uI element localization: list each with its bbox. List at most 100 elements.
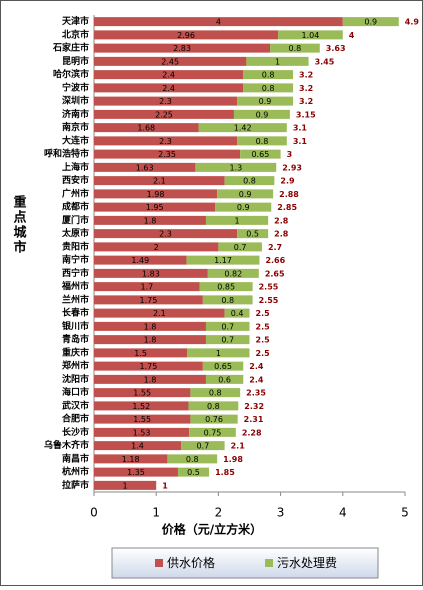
- bar-value-label: 0.7: [196, 442, 209, 451]
- bar-segment: [94, 361, 203, 371]
- bar-value-label: 0.8: [209, 389, 222, 398]
- x-tick-label: 2: [215, 506, 223, 520]
- y-tick-label: 合肥市: [62, 413, 89, 425]
- total-label: 3.2: [299, 71, 313, 80]
- total-label: 2.1: [231, 442, 246, 451]
- bar-value-label: 1.53: [133, 428, 151, 437]
- y-axis-title: 重点城市: [11, 194, 27, 255]
- total-label: 2.55: [259, 283, 279, 292]
- bar-value-label: 2.3: [159, 137, 172, 146]
- y-tick-label: 福州市: [61, 280, 89, 292]
- y-tick-label: 哈尔滨市: [53, 68, 89, 80]
- y-tick-label: 济南市: [62, 108, 89, 120]
- bar-value-label: 0.9: [256, 110, 269, 119]
- total-label: 1: [162, 481, 168, 490]
- bar-segment: [186, 255, 260, 265]
- y-tick-label: 上海市: [62, 161, 89, 173]
- bar-value-label: 1.55: [133, 389, 151, 398]
- bar-value-label: 2.45: [161, 57, 179, 66]
- bar-value-label: 0.9: [364, 18, 377, 27]
- y-tick-label: 沈阳市: [62, 373, 89, 385]
- bar-value-label: 2.96: [177, 31, 195, 40]
- total-label: 1.85: [215, 468, 235, 477]
- bar-segment: [94, 56, 247, 66]
- bar-segment: [94, 480, 157, 490]
- bar-value-label: 0.5: [187, 468, 200, 477]
- bar-value-label: 1.3: [229, 163, 242, 172]
- y-tick-label: 石家庄市: [52, 42, 89, 54]
- bar-segment: [233, 109, 290, 119]
- total-label: 2.35: [246, 389, 266, 398]
- bar-segment: [94, 388, 191, 398]
- y-tick-label: 昆明市: [62, 55, 89, 67]
- bar-value-label: 1.5: [134, 349, 147, 358]
- bar-segment: [237, 136, 287, 146]
- bar-segment: [94, 149, 241, 159]
- total-label: 3.2: [299, 84, 313, 93]
- bar-value-label: 0.8: [207, 402, 220, 411]
- bar-value-label: 1.8: [144, 322, 157, 331]
- bar-segment: [94, 202, 216, 212]
- bar-segment: [205, 335, 250, 345]
- y-tick-label: 海口市: [62, 386, 89, 398]
- bar-value-label: 0.7: [221, 322, 234, 331]
- y-tick-label: 成都市: [62, 201, 89, 213]
- total-label: 3: [287, 150, 293, 159]
- y-tick-label: 大连市: [62, 134, 89, 146]
- bar-value-label: 0.82: [224, 269, 242, 278]
- bar-segment: [243, 70, 294, 80]
- total-label: 2.4: [249, 375, 264, 384]
- bar-segment: [205, 321, 250, 331]
- bar-segment: [270, 43, 320, 53]
- bar-segment: [94, 321, 206, 331]
- y-tick-label: 西宁市: [62, 267, 89, 279]
- total-label: 2.55: [259, 296, 279, 305]
- bar-segment: [188, 401, 239, 411]
- y-tick-label: 杭州市: [62, 466, 89, 478]
- y-tick-label: 银川市: [62, 320, 89, 332]
- bar-value-label: 1: [123, 481, 128, 490]
- y-tick-label: 郑州市: [62, 360, 89, 372]
- bar-segment: [94, 414, 191, 424]
- bar-value-label: 0.4: [231, 309, 244, 318]
- bar-segment: [94, 308, 225, 318]
- bar-segment: [202, 295, 253, 305]
- bar-value-label: 1.35: [127, 468, 145, 477]
- bar-segment: [94, 17, 343, 27]
- bar-value-label: 0.8: [256, 137, 269, 146]
- bar-value-label: 0.65: [214, 362, 232, 371]
- y-tick-label: 贵阳市: [62, 240, 89, 252]
- bar-segment: [199, 282, 253, 292]
- total-label: 3.1: [293, 124, 308, 133]
- y-tick-label: 拉萨市: [62, 479, 89, 491]
- total-label: 2.5: [256, 336, 271, 345]
- total-label: 2.8: [274, 230, 289, 239]
- total-label: 3.15: [296, 110, 316, 119]
- total-label: 1.98: [223, 455, 243, 464]
- bar-value-label: 1: [216, 349, 221, 358]
- bar-segment: [94, 176, 225, 186]
- x-axis-title: 价格（元/立方米）: [162, 522, 262, 537]
- y-tick-label: 厦门市: [62, 214, 89, 226]
- y-tick-label: 天津市: [62, 15, 89, 27]
- bar-segment: [198, 123, 287, 133]
- bar-segment: [278, 30, 343, 40]
- y-tick-label: 南昌市: [62, 452, 89, 464]
- bar-segment: [202, 361, 244, 371]
- bar-value-label: 1.7: [141, 283, 154, 292]
- total-label: 2.5: [256, 322, 271, 331]
- bar-segment: [94, 30, 279, 40]
- bar-value-label: 0.7: [221, 336, 234, 345]
- bar-segment: [205, 215, 269, 225]
- bar-segment: [243, 83, 294, 93]
- bar-value-label: 0.6: [218, 375, 231, 384]
- bar-segment: [215, 202, 272, 212]
- legend-label: 污水处理费: [277, 556, 337, 570]
- bar-value-label: 1.8: [144, 336, 157, 345]
- total-label: 3.45: [315, 57, 335, 66]
- bar-value-label: 1.98: [147, 190, 165, 199]
- bar-value-label: 1.68: [137, 124, 155, 133]
- bar-value-label: 0.9: [259, 97, 272, 106]
- bar-value-label: 0.85: [217, 283, 235, 292]
